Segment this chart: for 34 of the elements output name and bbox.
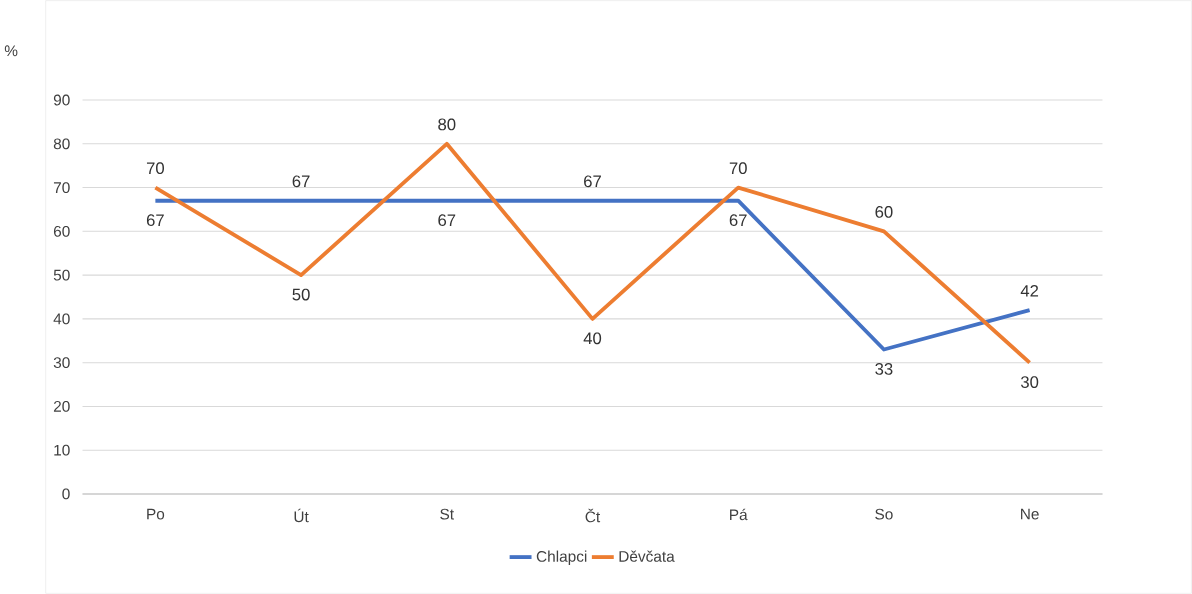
data-label: 33: [875, 363, 893, 375]
data-label: 67: [729, 214, 747, 227]
data-label: 67: [584, 175, 601, 188]
y-tick-label: 30: [53, 357, 70, 369]
x-tick-label: Út: [294, 508, 309, 523]
y-tick-label: 0: [62, 488, 70, 500]
y-tick-label: 10: [54, 444, 70, 456]
data-label: 42: [1020, 284, 1039, 297]
data-label: 80: [438, 118, 456, 131]
data-label: 30: [1020, 376, 1039, 388]
y-tick-label: 60: [53, 225, 70, 237]
legend-label: Děvčata: [619, 550, 675, 562]
data-label: 67: [292, 175, 310, 188]
y-tick-label: 90: [53, 94, 70, 106]
x-tick-label: Po: [147, 508, 165, 520]
x-tick-label: Ne: [1021, 508, 1039, 520]
y-tick-label: 80: [53, 138, 70, 150]
x-tick-label: So: [875, 508, 893, 520]
y-tick-label: 50: [53, 269, 70, 281]
x-tick-label: St: [440, 508, 454, 520]
data-label: 70: [729, 162, 747, 175]
data-label: 67: [146, 214, 164, 227]
y-axis-title: %: [4, 45, 18, 57]
legend-label: Chlapci: [536, 550, 587, 565]
data-label: 70: [146, 162, 165, 175]
data-label: 67: [438, 214, 456, 227]
data-label: 50: [292, 288, 310, 301]
data-label: 40: [583, 332, 602, 345]
y-tick-label: 70: [53, 182, 70, 194]
data-label: 60: [875, 206, 893, 218]
x-tick-label: Čt: [585, 508, 601, 523]
y-tick-label: 40: [53, 313, 70, 325]
x-tick-label: Pá: [730, 508, 748, 521]
y-tick-label: 20: [53, 400, 70, 412]
